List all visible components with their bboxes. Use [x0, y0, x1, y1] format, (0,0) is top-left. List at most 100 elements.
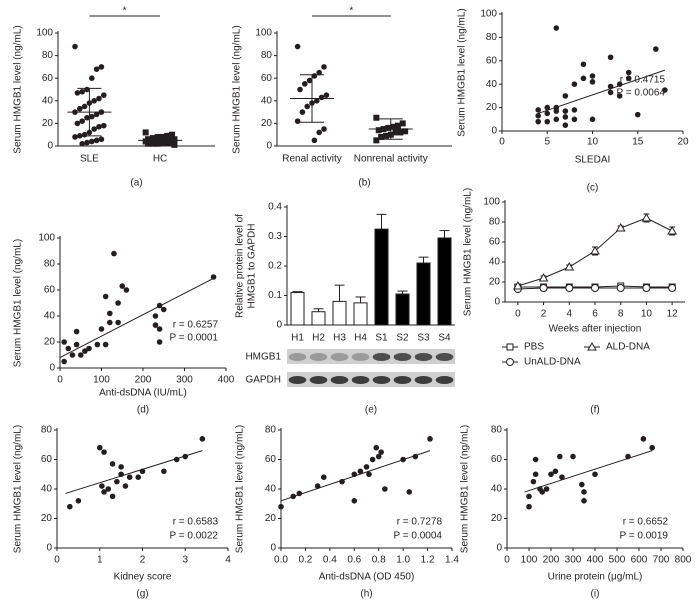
x-tick-label: 0: [499, 137, 505, 148]
marker: [402, 128, 409, 135]
marker: [543, 486, 550, 492]
marker: [607, 54, 614, 61]
marker: [93, 66, 100, 72]
marker: [539, 284, 548, 292]
marker: [581, 489, 587, 495]
marker: [553, 25, 560, 31]
marker: [559, 474, 565, 481]
marker: [299, 109, 306, 115]
x-tick-label: H2: [312, 333, 325, 344]
x-tick-label: 3: [182, 555, 188, 566]
marker: [73, 328, 80, 335]
marker: [668, 284, 677, 292]
legend-label: ALD-DNA: [606, 342, 650, 353]
x-tick-label: 0: [54, 555, 60, 566]
marker: [105, 486, 112, 492]
marker: [427, 436, 433, 442]
x-tick-label: H3: [333, 333, 346, 344]
bar: [416, 262, 431, 326]
marker: [111, 250, 117, 257]
y-tick-label: 20: [261, 118, 273, 129]
marker: [98, 136, 105, 143]
stat-text: P = 0.0022: [170, 531, 219, 542]
x-tick-label: Nonrenal activity: [354, 154, 428, 165]
y-axis-title: Serum HMGB1 level (ng/mL): [463, 188, 474, 316]
marker: [390, 123, 397, 130]
stat-text: r = 0.6583: [173, 517, 219, 528]
marker: [625, 69, 632, 76]
marker: [294, 43, 301, 50]
y-tick-label: 40: [486, 79, 498, 90]
marker: [571, 81, 578, 87]
marker: [382, 486, 388, 492]
x-tick-label: 0.6: [347, 555, 361, 566]
marker: [581, 498, 587, 504]
marker: [662, 87, 668, 93]
marker: [91, 126, 97, 132]
marker: [314, 483, 321, 489]
y-axis-title: HMGB1 to GAPDH: [247, 223, 258, 308]
marker: [378, 449, 384, 455]
significance-label: *: [123, 6, 127, 17]
marker: [571, 116, 578, 123]
y-tick-label: 0.1: [268, 290, 282, 301]
marker: [73, 341, 80, 348]
marker: [399, 120, 406, 127]
y-tick-label: 80: [489, 217, 501, 228]
y-tick-label: 0: [270, 543, 276, 554]
marker: [506, 358, 514, 366]
marker: [382, 132, 389, 139]
x-tick-label: HC: [153, 154, 167, 165]
y-tick-label: 0.2: [268, 261, 282, 272]
stat-text: P = 0.0004: [394, 531, 443, 542]
marker: [171, 136, 178, 143]
y-axis-title: Serum HMGB1 level (ng/mL): [232, 25, 243, 153]
y-tick-label: 80: [42, 50, 54, 61]
x-tick-label: S1: [375, 333, 388, 344]
y-tick-label: 100: [255, 28, 272, 39]
marker: [580, 75, 587, 82]
y-tick-label: 100: [480, 9, 497, 20]
marker: [109, 461, 116, 467]
marker: [589, 79, 596, 85]
marker: [580, 61, 587, 68]
marker: [506, 343, 514, 351]
x-tick-label: 2: [541, 309, 547, 320]
marker: [532, 456, 539, 463]
y-axis-title: Serum HMGB1 level (ng/mL): [13, 239, 24, 367]
bar: [395, 293, 410, 326]
marker: [72, 134, 78, 140]
marker: [61, 339, 67, 345]
y-tick-label: 60: [489, 237, 501, 248]
x-tick-label: 700: [653, 555, 670, 566]
marker: [640, 436, 647, 442]
legend-label: PBS: [524, 342, 544, 353]
y-tick-label: 20: [41, 513, 53, 524]
marker: [553, 116, 560, 123]
blot-label: HMGB1: [245, 352, 281, 363]
x-tick-label: 300: [565, 555, 582, 566]
x-tick-label: 6: [592, 309, 598, 320]
y-tick-label: 0: [494, 297, 500, 308]
blot-band: [309, 353, 328, 361]
marker: [164, 139, 171, 146]
x-tick-label: 0: [515, 309, 521, 320]
y-tick-label: 80: [261, 50, 273, 61]
x-tick-label: S3: [417, 333, 430, 344]
marker: [109, 493, 116, 500]
y-tick-label: 40: [491, 484, 503, 495]
marker: [89, 138, 95, 145]
stat-text: P = 0.0019: [620, 531, 669, 542]
y-axis-title: Serum HMGB1 level (ng/mL): [460, 425, 471, 553]
marker: [302, 81, 308, 87]
marker: [75, 498, 82, 504]
panel-label: (g): [136, 589, 148, 600]
blot-band: [393, 353, 412, 361]
y-tick-label: 40: [489, 257, 501, 268]
marker: [122, 483, 129, 489]
x-tick-label: 1.0: [396, 555, 410, 566]
stat-text: r = 0.7278: [397, 517, 443, 528]
marker: [641, 212, 652, 222]
y-axis-title: Serum HMGB1 level (ng/mL): [457, 8, 468, 136]
marker: [101, 489, 107, 495]
